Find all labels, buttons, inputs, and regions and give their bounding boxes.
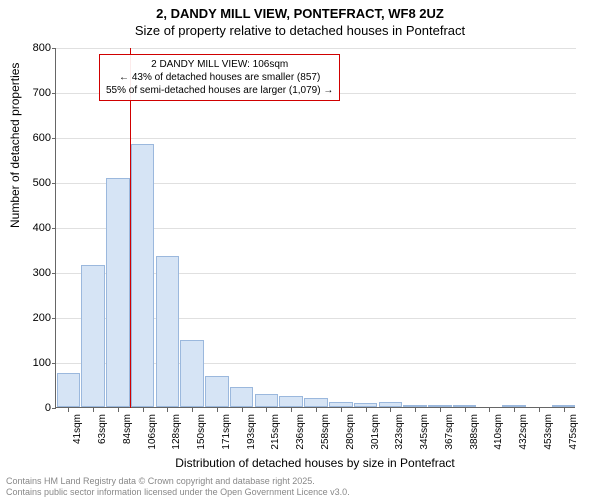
annotation-line3: 55% of semi-detached houses are larger (… — [106, 84, 333, 97]
xtick-mark — [415, 408, 416, 412]
ytick-label: 300 — [21, 267, 51, 279]
plot-region: 010020030040050060070080041sqm63sqm84sqm… — [55, 48, 575, 408]
histogram-bar — [255, 394, 279, 408]
xtick-mark — [341, 408, 342, 412]
xtick-mark — [390, 408, 391, 412]
annotation-line1: 2 DANDY MILL VIEW: 106sqm — [106, 58, 333, 71]
histogram-bar — [81, 265, 105, 407]
histogram-bar — [552, 405, 576, 407]
xtick-label: 236sqm — [295, 414, 306, 450]
ytick-mark — [52, 183, 56, 184]
ytick-label: 200 — [21, 312, 51, 324]
ytick-mark — [52, 93, 56, 94]
xtick-mark — [489, 408, 490, 412]
xtick-label: 432sqm — [518, 414, 529, 450]
histogram-bar — [230, 387, 254, 407]
xtick-mark — [143, 408, 144, 412]
xtick-mark — [118, 408, 119, 412]
ytick-mark — [52, 228, 56, 229]
xtick-label: 301sqm — [370, 414, 381, 450]
annotation-box: 2 DANDY MILL VIEW: 106sqm ← 43% of detac… — [99, 54, 340, 101]
histogram-bar — [403, 405, 427, 407]
ytick-label: 600 — [21, 132, 51, 144]
xtick-mark — [217, 408, 218, 412]
histogram-bar — [453, 405, 477, 407]
histogram-bar — [502, 405, 526, 407]
histogram-bar — [57, 373, 81, 407]
histogram-bar — [428, 405, 452, 407]
histogram-bar — [131, 144, 155, 407]
xtick-mark — [465, 408, 466, 412]
xtick-label: 106sqm — [147, 414, 158, 450]
xtick-mark — [167, 408, 168, 412]
histogram-bar — [304, 398, 328, 407]
xtick-mark — [192, 408, 193, 412]
ytick-mark — [52, 48, 56, 49]
gridline — [56, 48, 576, 49]
chart-area: 010020030040050060070080041sqm63sqm84sqm… — [55, 48, 575, 408]
histogram-bar — [354, 403, 378, 407]
histogram-bar — [329, 402, 353, 407]
xtick-mark — [366, 408, 367, 412]
gridline — [56, 138, 576, 139]
ytick-label: 800 — [21, 42, 51, 54]
ytick-mark — [52, 138, 56, 139]
ytick-label: 700 — [21, 87, 51, 99]
annotation-line2: ← 43% of detached houses are smaller (85… — [106, 71, 333, 84]
xtick-label: 345sqm — [419, 414, 430, 450]
x-axis-label: Distribution of detached houses by size … — [55, 456, 575, 470]
reference-line — [130, 48, 131, 408]
xtick-mark — [514, 408, 515, 412]
ytick-label: 0 — [21, 402, 51, 414]
xtick-mark — [266, 408, 267, 412]
xtick-mark — [564, 408, 565, 412]
xtick-label: 323sqm — [394, 414, 405, 450]
chart-title-line1: 2, DANDY MILL VIEW, PONTEFRACT, WF8 2UZ — [0, 6, 600, 21]
xtick-mark — [316, 408, 317, 412]
xtick-label: 258sqm — [320, 414, 331, 450]
xtick-mark — [93, 408, 94, 412]
xtick-label: 280sqm — [345, 414, 356, 450]
histogram-bar — [205, 376, 229, 408]
xtick-label: 193sqm — [246, 414, 257, 450]
xtick-mark — [68, 408, 69, 412]
xtick-label: 475sqm — [568, 414, 579, 450]
ytick-label: 400 — [21, 222, 51, 234]
xtick-label: 367sqm — [444, 414, 455, 450]
ytick-mark — [52, 318, 56, 319]
histogram-bar — [379, 402, 403, 407]
xtick-mark — [291, 408, 292, 412]
y-axis-label: Number of detached properties — [8, 63, 22, 228]
histogram-bar — [180, 340, 204, 408]
chart-title-block: 2, DANDY MILL VIEW, PONTEFRACT, WF8 2UZ … — [0, 0, 600, 38]
xtick-mark — [440, 408, 441, 412]
chart-title-line2: Size of property relative to detached ho… — [0, 23, 600, 38]
xtick-label: 410sqm — [493, 414, 504, 450]
xtick-mark — [242, 408, 243, 412]
histogram-bar — [156, 256, 180, 407]
xtick-label: 453sqm — [543, 414, 554, 450]
ytick-mark — [52, 273, 56, 274]
xtick-label: 215sqm — [270, 414, 281, 450]
footer-line2: Contains public sector information licen… — [6, 487, 350, 498]
xtick-label: 150sqm — [196, 414, 207, 450]
ytick-mark — [52, 408, 56, 409]
histogram-bar — [279, 396, 303, 407]
xtick-label: 128sqm — [171, 414, 182, 450]
histogram-bar — [106, 178, 130, 408]
ytick-label: 500 — [21, 177, 51, 189]
xtick-label: 388sqm — [469, 414, 480, 450]
xtick-label: 41sqm — [72, 414, 83, 444]
ytick-mark — [52, 363, 56, 364]
footer-attribution: Contains HM Land Registry data © Crown c… — [6, 476, 350, 498]
footer-line1: Contains HM Land Registry data © Crown c… — [6, 476, 350, 487]
xtick-label: 84sqm — [122, 414, 133, 444]
ytick-label: 100 — [21, 357, 51, 369]
xtick-label: 63sqm — [97, 414, 108, 444]
xtick-mark — [539, 408, 540, 412]
xtick-label: 171sqm — [221, 414, 232, 450]
